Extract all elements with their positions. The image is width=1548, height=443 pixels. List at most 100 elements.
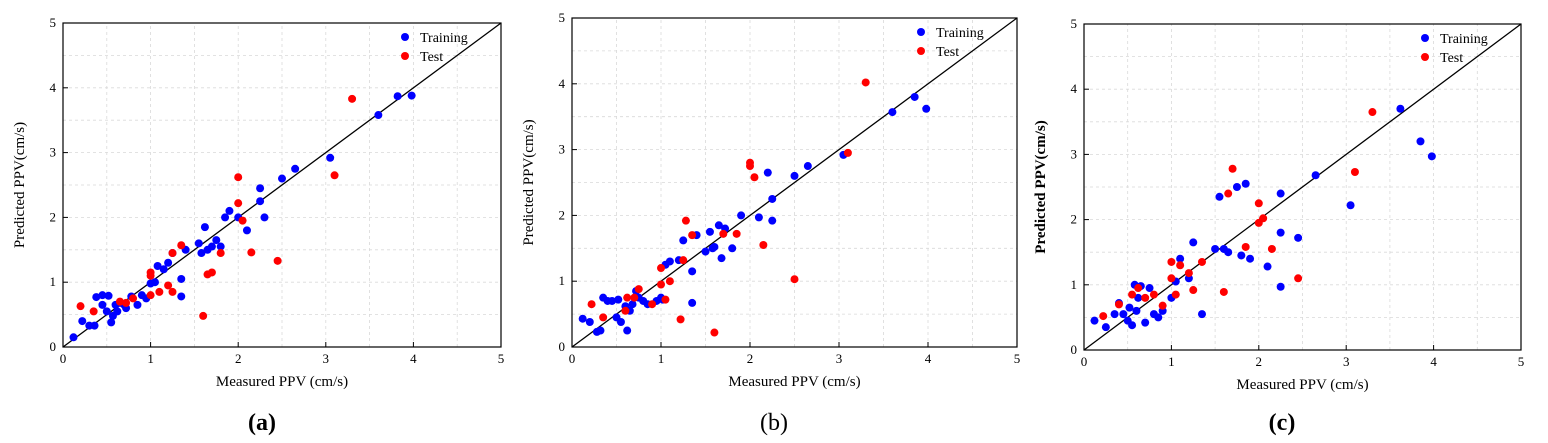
training-point — [393, 92, 402, 101]
test-point — [1099, 312, 1108, 321]
training-point — [326, 153, 335, 162]
test-point — [207, 268, 216, 277]
test-point — [1184, 269, 1193, 278]
test-point — [1267, 244, 1276, 253]
panel-label: (c) — [1269, 410, 1296, 436]
training-point — [596, 326, 605, 335]
test-point — [76, 302, 85, 311]
x-axis-label: Measured PPV (cm/s) — [1236, 377, 1368, 393]
training-point — [225, 206, 234, 215]
x-tick-label: 0 — [569, 351, 576, 366]
x-axis-label: Measured PPV (cm/s) — [728, 374, 860, 390]
test-point — [177, 241, 186, 250]
training-point — [221, 213, 230, 222]
training-point — [1134, 293, 1143, 302]
test-point — [1176, 261, 1185, 270]
x-tick-label: 0 — [60, 351, 67, 366]
test-point — [621, 306, 630, 315]
test-point — [688, 231, 697, 240]
test-point — [238, 216, 247, 225]
x-tick-label: 5 — [1014, 351, 1021, 366]
test-point — [247, 248, 256, 257]
training-point — [888, 108, 897, 117]
training-point — [1311, 171, 1320, 180]
training-point — [1132, 306, 1141, 315]
training-point — [159, 265, 168, 274]
test-point — [168, 249, 177, 258]
y-tick-label: 5 — [559, 10, 566, 25]
training-point — [1276, 282, 1285, 291]
legend-marker-training — [401, 33, 409, 41]
test-point — [1149, 290, 1158, 299]
training-point — [194, 239, 203, 248]
training-point — [1416, 137, 1425, 146]
test-point — [1254, 199, 1263, 208]
test-point — [630, 293, 639, 302]
test-point — [1368, 108, 1377, 117]
test-point — [234, 173, 243, 182]
training-point — [98, 300, 107, 309]
test-point — [679, 256, 688, 265]
x-tick-label: 1 — [147, 351, 154, 366]
test-point — [657, 264, 665, 273]
legend-marker-training — [917, 28, 925, 36]
training-point — [113, 307, 122, 316]
test-point — [1167, 257, 1176, 266]
training-point — [104, 291, 113, 300]
training-point — [754, 213, 763, 222]
test-point — [129, 294, 138, 303]
test-point — [719, 229, 728, 238]
x-tick-label: 1 — [658, 351, 665, 366]
training-point — [1110, 310, 1119, 319]
training-point — [737, 211, 746, 220]
test-point — [648, 300, 657, 309]
training-point — [256, 184, 265, 193]
training-point — [90, 321, 99, 330]
test-point — [1114, 300, 1123, 309]
training-point — [164, 258, 173, 267]
test-point — [199, 311, 208, 320]
legend-label-training: Training — [1440, 32, 1488, 47]
legend-marker-training — [1421, 34, 1429, 42]
test-point — [1219, 287, 1228, 296]
training-point — [1346, 201, 1355, 210]
training-point — [705, 227, 714, 236]
y-tick-label: 2 — [50, 209, 57, 224]
training-point — [1263, 262, 1272, 271]
test-point — [599, 313, 608, 322]
training-point — [1101, 323, 1110, 332]
training-point — [1145, 284, 1154, 293]
training-point — [1276, 228, 1285, 237]
training-point — [1294, 233, 1303, 242]
test-point — [1350, 168, 1359, 177]
x-tick-label: 4 — [925, 351, 932, 366]
x-tick-label: 3 — [323, 351, 330, 366]
test-point — [710, 328, 719, 337]
training-point — [1241, 179, 1250, 188]
training-point — [200, 223, 209, 232]
training-point — [701, 247, 710, 256]
training-point — [291, 164, 300, 173]
training-point — [1246, 254, 1255, 263]
test-point — [661, 295, 670, 304]
legend-label-test: Test — [420, 50, 443, 65]
training-point — [150, 278, 159, 287]
training-point — [1276, 189, 1285, 198]
test-point — [216, 249, 225, 258]
chart-panel-1: 0 1 2 3 4 5 0 1 2 3 4 5 Training Test Measured PPV (cm… — [12, 15, 504, 436]
training-point — [133, 300, 142, 309]
training-point — [614, 295, 623, 304]
legend-label-test: Test — [936, 45, 959, 60]
test-point — [1189, 286, 1198, 295]
test-point — [1134, 284, 1143, 293]
training-point — [216, 242, 225, 251]
test-point — [330, 171, 339, 180]
test-point — [1241, 242, 1250, 251]
training-point — [197, 249, 206, 258]
training-point — [679, 236, 688, 245]
legend-label-training: Training — [420, 31, 468, 46]
training-point — [688, 267, 697, 276]
test-point — [168, 287, 177, 296]
test-point — [1171, 290, 1180, 299]
test-point — [89, 307, 98, 316]
